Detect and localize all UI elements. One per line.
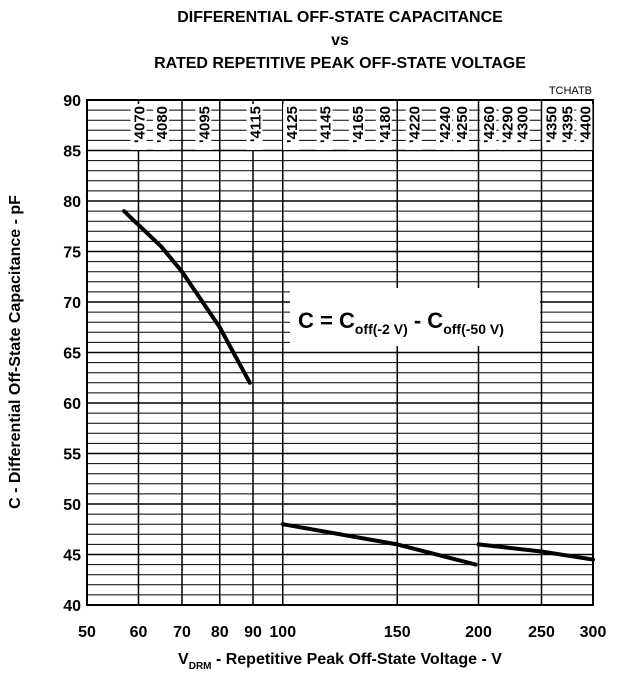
formula-part: off(-50 V)	[443, 321, 504, 337]
device-label: '4220	[407, 106, 424, 143]
x-tick-label: 150	[384, 624, 411, 641]
formula-part: - C	[408, 308, 444, 333]
device-label-bg	[348, 104, 365, 150]
x-tick-label: 60	[130, 624, 148, 641]
x-tick-label: 50	[78, 624, 96, 641]
device-label-bg	[283, 104, 300, 150]
y-tick-label: 65	[63, 346, 81, 363]
device-label-bg	[558, 104, 575, 150]
device-label: '4250	[454, 106, 471, 143]
x-label-main: V	[178, 651, 189, 668]
device-label: '4290	[500, 106, 517, 143]
device-label: '4070	[131, 106, 148, 143]
x-label-rest: - Repetitive Peak Off-State Voltage - V	[212, 651, 503, 668]
y-tick-label: 45	[63, 548, 81, 565]
y-axis-label: C - Differential Off-State Capacitance -…	[7, 195, 24, 509]
y-tick-label: 85	[63, 144, 81, 161]
device-label: '4145	[318, 106, 335, 143]
y-tick-label: 60	[63, 396, 81, 413]
x-tick-label: 70	[173, 624, 191, 641]
plot-frame	[86, 99, 594, 606]
formula: C = Coff(-2 V) - Coff(-50 V)	[298, 308, 504, 337]
curve	[122, 209, 252, 385]
y-tick-label: 80	[63, 194, 81, 211]
x-tick-label: 80	[211, 624, 229, 641]
device-label: '4125	[284, 106, 301, 143]
device-label-bg	[513, 104, 530, 150]
device-label-bg	[153, 104, 170, 150]
title-line: RATED REPETITIVE PEAK OFF-STATE VOLTAGE	[154, 55, 526, 72]
device-label: '4300	[515, 106, 532, 143]
device-label-bg	[405, 104, 422, 150]
device-label-bg	[316, 104, 333, 150]
curve	[280, 522, 478, 567]
device-label: '4180	[377, 106, 394, 143]
x-tick-label: 100	[269, 624, 296, 641]
x-tick-label: 300	[580, 624, 607, 641]
device-label-bg	[435, 104, 452, 150]
y-tick-label: 50	[63, 497, 81, 514]
device-label-bg	[246, 104, 263, 150]
curve	[476, 542, 595, 562]
title-line: vs	[331, 32, 349, 49]
y-tick-label: 75	[63, 245, 81, 262]
y-tick-label: 55	[63, 447, 81, 464]
x-tick-label: 90	[244, 624, 262, 641]
device-label-bg	[480, 104, 497, 150]
x-tick-label: 250	[528, 624, 555, 641]
x-tick-label: 200	[465, 624, 492, 641]
device-label-bg	[130, 104, 147, 150]
device-label-bg	[542, 104, 559, 150]
y-tick-label: 70	[63, 295, 81, 312]
device-label: '4115	[248, 106, 265, 142]
formula-bg	[290, 288, 540, 346]
x-axis-label: VDRM - Repetitive Peak Off-State Voltage…	[178, 651, 502, 672]
device-label: '4165	[350, 106, 367, 143]
formula-part: C = C	[298, 308, 355, 333]
y-tick-label: 90	[63, 93, 81, 110]
title-line: DIFFERENTIAL OFF-STATE CAPACITANCE	[177, 9, 503, 26]
device-label-bg	[375, 104, 392, 150]
device-label: '4400	[577, 106, 594, 143]
device-label: '4095	[196, 106, 213, 143]
device-label: '4260	[481, 106, 498, 143]
device-label-bg	[195, 104, 212, 150]
x-label-sub: DRM	[189, 661, 212, 672]
figure-code: TCHATB	[549, 85, 592, 97]
formula-part: off(-2 V)	[355, 321, 408, 337]
device-label-bg	[576, 104, 593, 150]
device-label: '4395	[559, 106, 576, 143]
device-label-bg	[453, 104, 470, 150]
device-label: '4240	[437, 106, 454, 143]
device-label: '4080	[154, 106, 171, 143]
y-tick-label: 40	[63, 598, 81, 615]
device-label: '4350	[543, 106, 560, 143]
device-label-bg	[498, 104, 515, 150]
